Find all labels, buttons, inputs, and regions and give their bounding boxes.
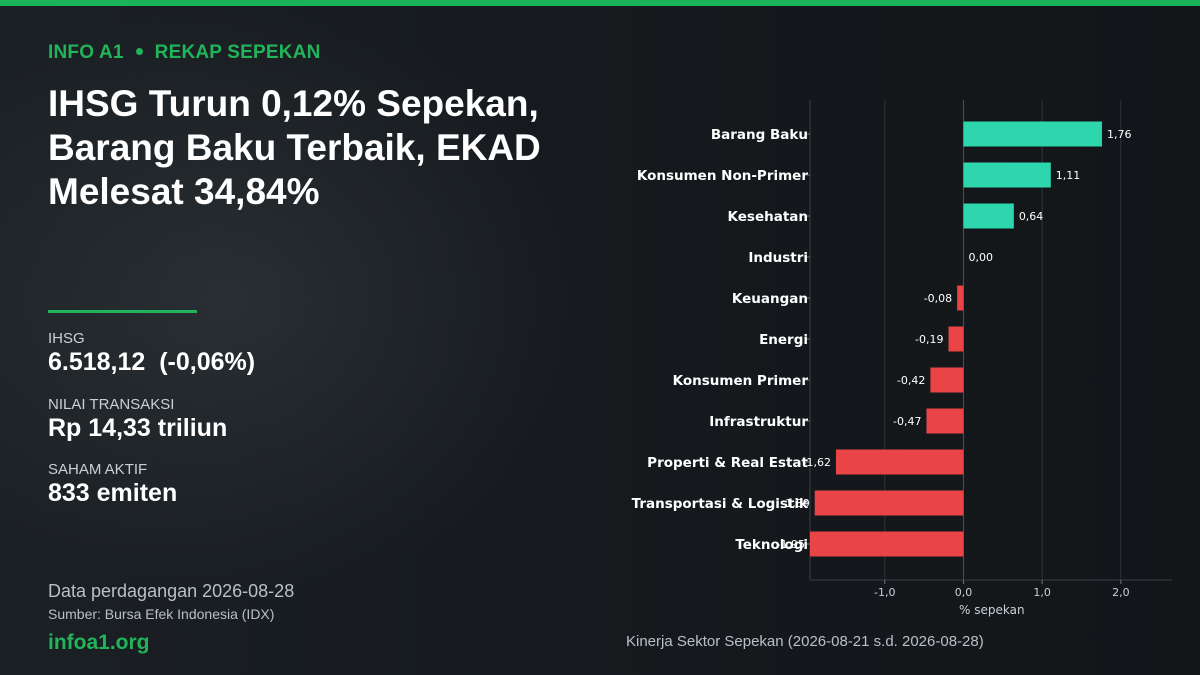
bar-5 bbox=[948, 326, 964, 352]
brand-tag: INFO A1 bbox=[48, 42, 124, 63]
x-tick-label-3: 2,0 bbox=[1112, 586, 1130, 599]
value-label-3: 0,00 bbox=[968, 251, 993, 264]
value-label-5: -0,19 bbox=[915, 333, 943, 346]
category-label-9: Transportasi & Logistik bbox=[632, 496, 809, 512]
value-label-0: 1,76 bbox=[1107, 128, 1132, 141]
footer-source: Sumber: Bursa Efek Indonesia (IDX) bbox=[48, 606, 275, 622]
top-accent-bar bbox=[0, 0, 1200, 6]
value-label-4: -0,08 bbox=[924, 292, 952, 305]
footer-date: Data perdagangan 2026-08-28 bbox=[48, 581, 295, 601]
bar-0 bbox=[963, 121, 1102, 147]
bar-9 bbox=[814, 490, 964, 516]
bar-6 bbox=[930, 367, 964, 393]
value-label-2: 0,64 bbox=[1019, 210, 1044, 223]
value-label-1: 1,11 bbox=[1056, 169, 1081, 182]
divider-rule bbox=[48, 310, 197, 313]
category-label-4: Keuangan bbox=[732, 291, 808, 307]
category-label-1: Konsumen Non-Primer bbox=[637, 168, 808, 184]
bullet-dot-icon bbox=[135, 47, 143, 55]
bar-8 bbox=[835, 449, 964, 475]
category-label-8: Properti & Real Estat bbox=[647, 455, 808, 471]
category-label-2: Kesehatan bbox=[728, 209, 808, 225]
stat-value-ihsg: 6.518,12 (-0,06%) bbox=[48, 348, 256, 376]
site-link[interactable]: infoa1.org bbox=[48, 631, 150, 654]
bar-4 bbox=[957, 285, 964, 311]
value-label-7: -0,47 bbox=[893, 415, 921, 428]
bar-2 bbox=[963, 203, 1014, 229]
value-label-8: -1,62 bbox=[803, 456, 831, 469]
headline: IHSG Turun 0,12% Sepekan, Barang Baku Te… bbox=[48, 83, 541, 212]
category-label-6: Konsumen Primer bbox=[673, 373, 809, 389]
category-label-7: Infrastruktur bbox=[709, 414, 808, 430]
category-label-10: Teknologi bbox=[735, 537, 808, 553]
category-label-0: Barang Baku bbox=[711, 127, 808, 143]
category-label-3: Industri bbox=[748, 250, 808, 266]
value-label-10: -1,95 bbox=[777, 538, 805, 551]
stat-label-ihsg: IHSG bbox=[48, 330, 85, 347]
kicker: INFO A1 REKAP SEPEKAN bbox=[48, 42, 321, 64]
stat-label-transaction-value: NILAI TRANSAKSI bbox=[48, 396, 175, 413]
sector-bar-chart: Barang Baku 1,76 Konsumen Non-Primer 1,11 Ke… bbox=[632, 100, 1172, 617]
value-label-9: -1,89 bbox=[781, 497, 809, 510]
section-tag: REKAP SEPEKAN bbox=[154, 42, 321, 63]
x-axis-title: % sepekan bbox=[959, 603, 1025, 617]
category-label-5: Energi bbox=[759, 332, 808, 348]
x-tick-label-0: -1,0 bbox=[874, 586, 895, 599]
x-tick-label-1: 0,0 bbox=[955, 586, 973, 599]
x-tick-label-2: 1,0 bbox=[1033, 586, 1051, 599]
stat-value-transaction-value: Rp 14,33 triliun bbox=[48, 414, 228, 442]
chart-caption: Kinerja Sektor Sepekan (2026-08-21 s.d. … bbox=[626, 633, 984, 650]
stat-value-active-stocks: 833 emiten bbox=[48, 479, 178, 507]
stat-label-active-stocks: SAHAM AKTIF bbox=[48, 461, 148, 478]
bar-10 bbox=[810, 531, 964, 557]
bar-1 bbox=[963, 162, 1051, 188]
bar-7 bbox=[926, 408, 964, 434]
value-label-6: -0,42 bbox=[897, 374, 925, 387]
